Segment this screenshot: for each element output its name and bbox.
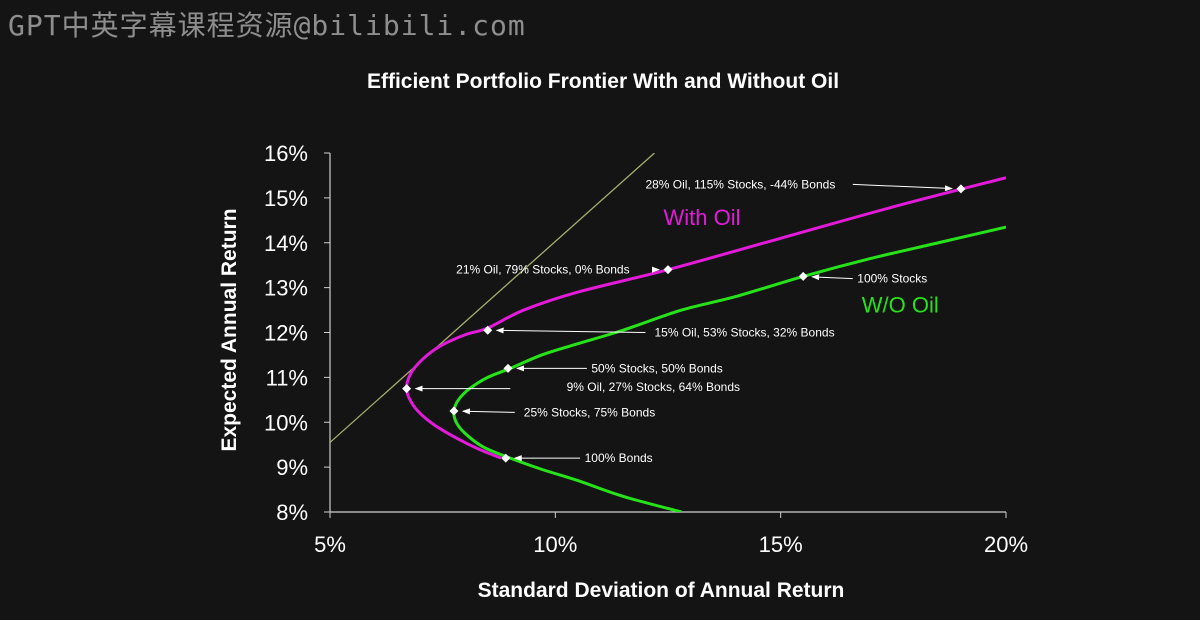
annotation-arrow <box>811 274 853 281</box>
data-point-marker <box>402 384 412 394</box>
data-point-label: 100% Bonds <box>585 451 653 465</box>
y-tick-label: 16% <box>264 141 308 166</box>
data-point-label: 50% Stocks, 50% Bonds <box>591 361 722 375</box>
plot-area: 8% 9% 10% 11% 12% 13% 14% 15% 16% 5% 10% 15% 20% With… <box>264 141 1028 557</box>
y-tick-label: 15% <box>264 186 308 211</box>
data-point-marker <box>663 265 673 275</box>
data-point-marker <box>449 406 459 416</box>
data-point-marker <box>956 184 966 194</box>
y-tick-label: 10% <box>264 410 308 435</box>
annotation-arrow <box>495 327 646 334</box>
data-point-marker <box>483 325 493 335</box>
series-label: W/O Oil <box>862 292 939 317</box>
y-tick-label: 12% <box>264 321 308 346</box>
series-line-with-oil <box>405 176 1006 460</box>
data-point-marker <box>501 453 511 463</box>
y-tick-label: 11% <box>266 365 308 390</box>
y-tick-label: 8% <box>276 500 308 525</box>
data-point-label: 15% Oil, 53% Stocks, 32% Bonds <box>654 326 834 340</box>
x-tick-label: 15% <box>759 532 803 557</box>
data-point-label: 25% Stocks, 75% Bonds <box>524 405 655 419</box>
data-point-label: 9% Oil, 27% Stocks, 64% Bonds <box>567 380 740 394</box>
y-tick-label: 14% <box>264 231 308 256</box>
data-point-marker <box>503 363 513 373</box>
data-point-label: 28% Oil, 115% Stocks, -44% Bonds <box>645 177 835 191</box>
series-label: With Oil <box>663 205 740 230</box>
x-tick-label: 10% <box>533 532 577 557</box>
data-point-label: 21% Oil, 79% Stocks, 0% Bonds <box>456 263 629 277</box>
capital-market-line <box>330 153 655 443</box>
y-tick-label: 9% <box>276 455 308 480</box>
x-axis-label: Standard Deviation of Annual Return <box>478 579 845 602</box>
chart-title: Efficient Portfolio Frontier With and Wi… <box>367 70 839 93</box>
x-tick-label: 20% <box>984 532 1028 557</box>
data-point-marker <box>798 271 808 281</box>
x-tick-label: 5% <box>314 532 346 557</box>
y-axis-label: Expected Annual Return <box>218 208 241 451</box>
annotation-arrow <box>461 408 515 415</box>
series-line-w-o-oil <box>452 225 1006 512</box>
annotation-arrow <box>852 183 953 192</box>
y-tick-label: 13% <box>264 276 308 301</box>
data-point-label: 100% Stocks <box>857 272 927 286</box>
watermark: GPT中英字幕课程资源@bilibili.com <box>8 9 526 42</box>
